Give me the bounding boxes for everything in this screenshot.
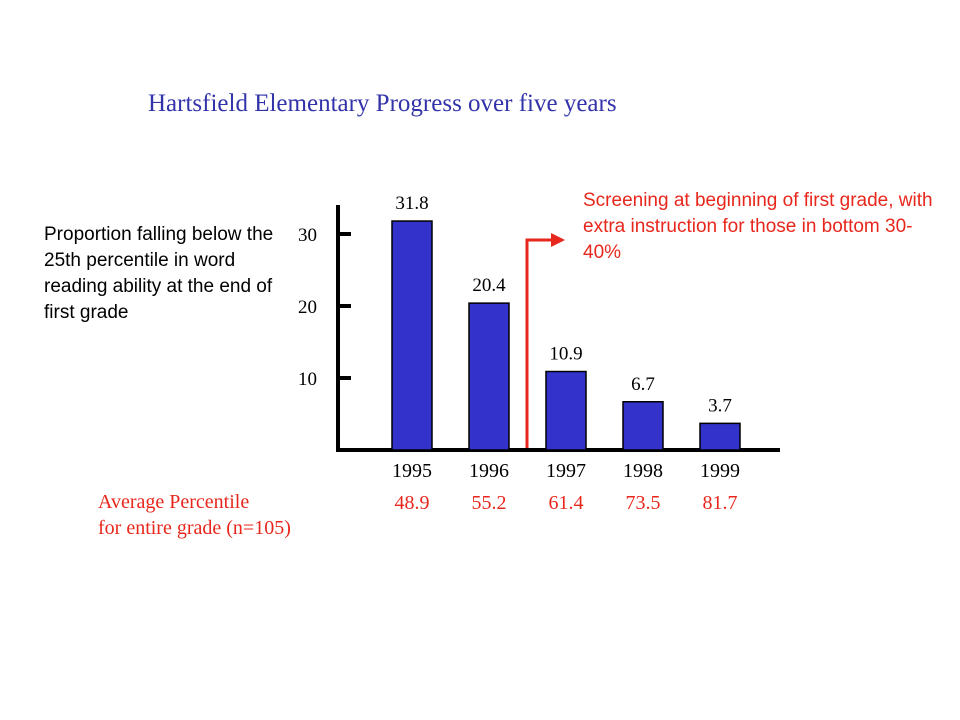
average-percentile-title: Average Percentile xyxy=(98,491,250,513)
y-tick-label-20: 20 xyxy=(298,297,317,318)
x-tick-label-1996: 1996 xyxy=(469,460,509,482)
y-axis-label: Proportion falling below the 25th percen… xyxy=(44,224,274,323)
annotation-arrow-line xyxy=(525,238,555,448)
y-tick-label-30: 30 xyxy=(298,225,317,246)
average-percentile-1998: 73.5 xyxy=(626,492,661,514)
chart-labels: 10 20 30 31.8 1995 48.9 20.4 1996 55.2 10.9 1997 61… xyxy=(298,193,740,514)
y-tick-label-10: 10 xyxy=(298,369,317,390)
bar-1995 xyxy=(391,220,433,451)
bar-value-label-1997: 10.9 xyxy=(549,344,582,365)
bar-value-label-1998: 6.7 xyxy=(631,374,655,395)
annotation-arrow xyxy=(525,233,565,448)
chart-title: Hartsfield Elementary Progress over five… xyxy=(148,90,617,117)
bar-value-label-1999: 3.7 xyxy=(708,395,732,416)
average-percentile-1999: 81.7 xyxy=(703,492,738,514)
x-tick-label-1997: 1997 xyxy=(546,460,586,482)
bar-1998 xyxy=(622,401,664,451)
average-percentile-label: Average Percentile for entire grade (n=1… xyxy=(98,489,291,541)
bar-value-label-1996: 20.4 xyxy=(472,275,506,296)
bar-1997 xyxy=(545,370,587,451)
chart-bars xyxy=(391,220,741,451)
bar-1999 xyxy=(699,422,741,451)
average-percentile-1995: 48.9 xyxy=(395,492,430,514)
annotation-arrowhead xyxy=(551,233,565,247)
x-tick-label-1999: 1999 xyxy=(700,460,740,482)
average-percentile-1996: 55.2 xyxy=(472,492,507,514)
x-tick-label-1998: 1998 xyxy=(623,460,663,482)
x-tick-label-1995: 1995 xyxy=(392,460,432,482)
screening-annotation: Screening at beginning of first grade, w… xyxy=(583,190,933,263)
bar-value-label-1995: 31.8 xyxy=(395,193,428,214)
average-percentile-subtitle: for entire grade (n=105) xyxy=(98,517,291,539)
average-percentile-1997: 61.4 xyxy=(549,492,584,514)
bar-1996 xyxy=(468,302,510,451)
